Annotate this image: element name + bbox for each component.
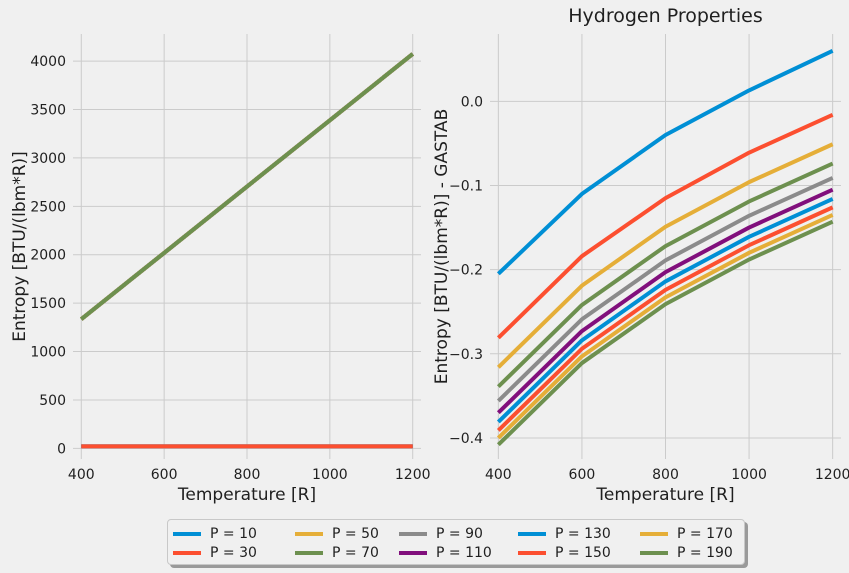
legend-swatch bbox=[295, 532, 323, 536]
left-axes: 400 600 800 1000 1200 0 500 1000 1500 2000 2500 300… bbox=[10, 34, 431, 505]
series-line-p50 bbox=[496, 142, 834, 369]
series-line-p70 bbox=[496, 161, 834, 389]
legend-swatch bbox=[640, 532, 668, 536]
legend-label: P = 90 bbox=[436, 526, 483, 542]
legend-label: P = 170 bbox=[677, 526, 733, 542]
right-axes: 400 600 800 1000 1200 0.0 −0.1 −0.2 −0.3 −0.4 Temp… bbox=[432, 5, 849, 505]
x-tick-label: 1200 bbox=[815, 467, 849, 483]
chart-title: Hydrogen Properties bbox=[568, 5, 762, 27]
y-tick-label: 0.0 bbox=[461, 94, 483, 110]
legend-label: P = 70 bbox=[332, 545, 379, 561]
series-line-p130 bbox=[496, 197, 834, 424]
legend-entry: P = 50 bbox=[295, 526, 379, 542]
y-tick-label: −0.2 bbox=[449, 263, 483, 279]
legend-label: P = 190 bbox=[677, 545, 733, 561]
series-line-p30 bbox=[496, 112, 834, 340]
legend-entry: P = 30 bbox=[173, 545, 257, 561]
legend-entry: P = 190 bbox=[640, 545, 733, 561]
legend-swatch bbox=[173, 551, 201, 555]
legend-entry: P = 10 bbox=[173, 526, 257, 542]
y-tick-label: 3500 bbox=[30, 103, 66, 119]
legend-swatch bbox=[518, 551, 546, 555]
legend-swatch bbox=[399, 532, 427, 536]
y-tick-label: −0.1 bbox=[449, 178, 483, 194]
legend-entry: P = 170 bbox=[640, 526, 733, 542]
y-tick-label: 500 bbox=[39, 393, 66, 409]
y-tick-label: 0 bbox=[57, 441, 66, 457]
legend-entry: P = 150 bbox=[518, 545, 611, 561]
y-tick-label: 4000 bbox=[30, 54, 66, 70]
legend-label: P = 50 bbox=[332, 526, 379, 542]
y-tick-label: 3000 bbox=[30, 151, 66, 167]
legend-swatch bbox=[295, 551, 323, 555]
series-line-p150 bbox=[496, 205, 834, 432]
y-tick-label: −0.4 bbox=[449, 431, 483, 447]
legend-swatch bbox=[518, 532, 546, 536]
y-tick-label: 1500 bbox=[30, 296, 66, 312]
series-line-p190 bbox=[80, 52, 414, 321]
x-axis-label: Temperature [R] bbox=[177, 485, 316, 505]
legend-swatch bbox=[173, 532, 201, 536]
y-tick-label: −0.3 bbox=[449, 347, 483, 363]
legend-entry: P = 90 bbox=[399, 526, 483, 542]
legend-label: P = 150 bbox=[555, 545, 611, 561]
x-axis-label: Temperature [R] bbox=[595, 485, 734, 505]
legend-entry: P = 130 bbox=[518, 526, 611, 542]
x-tick-label: 400 bbox=[68, 467, 95, 483]
x-tick-label: 1000 bbox=[312, 467, 348, 483]
legend-swatch bbox=[640, 551, 668, 555]
legend-label: P = 30 bbox=[210, 545, 257, 561]
series-line-p170 bbox=[496, 213, 834, 440]
x-tick-label: 600 bbox=[569, 467, 596, 483]
x-tick-label: 600 bbox=[151, 467, 178, 483]
legend: P = 10 P = 30 P = 50 P = 70 P = 90 P = 110 P =… bbox=[167, 519, 745, 565]
x-tick-label: 800 bbox=[652, 467, 679, 483]
y-tick-label: 2500 bbox=[30, 199, 66, 215]
y-tick-label: 2000 bbox=[30, 248, 66, 264]
series-line-p190 bbox=[496, 219, 834, 447]
legend-entry: P = 70 bbox=[295, 545, 379, 561]
legend-swatch bbox=[399, 551, 427, 555]
legend-label: P = 130 bbox=[555, 526, 611, 542]
y-axis-label: Entropy [BTU/(lbm*R)] - GASTAB bbox=[432, 109, 452, 384]
legend-entry: P = 110 bbox=[399, 545, 492, 561]
legend-label: P = 10 bbox=[210, 526, 257, 542]
x-tick-label: 400 bbox=[485, 467, 512, 483]
legend-label: P = 110 bbox=[436, 545, 492, 561]
x-tick-label: 1200 bbox=[395, 467, 431, 483]
series-line-p10 bbox=[496, 49, 834, 276]
x-tick-label: 1000 bbox=[731, 467, 767, 483]
series-line-p110 bbox=[496, 187, 834, 415]
x-tick-label: 800 bbox=[234, 467, 261, 483]
y-axis-label: Entropy [BTU/(lbm*R)] bbox=[10, 151, 30, 342]
y-tick-label: 1000 bbox=[30, 345, 66, 361]
series-line-p90 bbox=[496, 176, 834, 403]
